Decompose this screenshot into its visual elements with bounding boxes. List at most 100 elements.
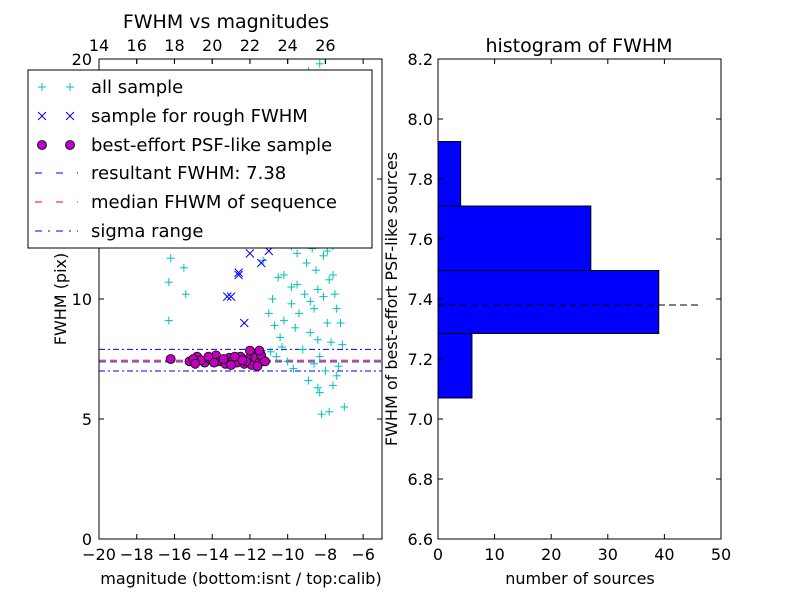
- data-point: [330, 290, 339, 299]
- data-point: [332, 304, 341, 313]
- data-point: [179, 263, 188, 272]
- x-b: [222, 292, 232, 301]
- data-point: [165, 354, 176, 364]
- y-tick-label: 0: [82, 530, 92, 549]
- x-b: [234, 270, 243, 280]
- top-tick-label: 26: [315, 36, 335, 55]
- data-point: [164, 316, 173, 325]
- data-point: [226, 292, 236, 301]
- y-tick-label: 7.4: [408, 290, 433, 309]
- x-b: [245, 249, 255, 258]
- data-point: [181, 290, 190, 299]
- data-point: [245, 249, 255, 258]
- legend-entry-rough-sample: sample for rough FWHM: [37, 106, 308, 127]
- histogram-xlabel: number of sources: [505, 569, 655, 588]
- data-point: [323, 319, 332, 327]
- x-tick-label: −14: [195, 545, 229, 564]
- y-tick-label: 20: [72, 50, 92, 69]
- legend-label: sample for rough FWHM: [91, 106, 308, 127]
- data-point: [317, 410, 326, 419]
- y-tick-label: 7.8: [408, 170, 433, 189]
- histogram-bars: [437, 141, 660, 399]
- x-tick-label: −18: [120, 545, 154, 564]
- data-point: [293, 249, 302, 258]
- top-tick-label: 24: [277, 36, 297, 55]
- data-point: [300, 290, 309, 299]
- data-point: [328, 271, 337, 279]
- legend-label: sigma range: [91, 221, 203, 242]
- data-point: [234, 268, 243, 277]
- histogram-bar: [437, 205, 592, 271]
- data-point: [237, 355, 248, 366]
- data-point: [278, 343, 287, 351]
- scatter-chart: FWHM vs magnitudes 14 16 18 20 22 24 26 −20 −18…: [27, 11, 383, 588]
- series-psf-sample: [165, 345, 270, 372]
- legend-plus-a: [38, 83, 46, 91]
- data-point: [283, 357, 292, 366]
- data-point: [302, 259, 311, 267]
- histogram-axes-frame: [437, 58, 722, 540]
- histogram-bar: [437, 333, 473, 399]
- data-point: [310, 304, 319, 313]
- legend-label: median FHWM of sequence: [91, 192, 337, 213]
- x-tick-label: −12: [233, 545, 267, 564]
- legend-entry-resultant: resultant FWHM: 7.38: [35, 163, 286, 184]
- legend-label: resultant FWHM: 7.38: [91, 163, 286, 184]
- data-point: [315, 352, 324, 361]
- y-tick-label: 7.6: [408, 230, 433, 249]
- legend-entry-sigma: sigma range: [35, 221, 203, 242]
- scatter-axes-frame: [98, 58, 383, 540]
- data-point: [336, 319, 345, 327]
- x-tick-label: −20: [82, 545, 116, 564]
- data-point: [287, 283, 296, 291]
- data-point: [304, 376, 313, 385]
- top-tick-label: 20: [202, 36, 222, 55]
- legend: all sample sample for rough FWHM best-ef…: [27, 69, 373, 249]
- data-point: [306, 328, 315, 337]
- histogram-title: histogram of FWHM: [485, 35, 672, 57]
- data-point: [332, 371, 341, 380]
- histogram-ylabel: FWHM of best-effort PSF-like sources: [382, 152, 401, 446]
- data-point: [313, 335, 322, 344]
- left-x-tick-labels: −20 −18 −16 −14 −12 −10 −8 −6: [82, 545, 375, 564]
- data-point: [315, 59, 324, 68]
- histogram-bar: [437, 270, 660, 334]
- data-point: [313, 383, 322, 392]
- data-point: [218, 354, 229, 364]
- x-b: [234, 268, 243, 277]
- scatter-xlabel: magnitude (bottom:isnt / top:calib): [100, 569, 381, 588]
- data-point: [279, 271, 288, 279]
- top-tick-label: 16: [127, 36, 147, 55]
- y-tick-label: 6.6: [408, 530, 433, 549]
- x-b: [239, 318, 249, 328]
- data-point: [254, 345, 265, 356]
- legend-entry-median: median FHWM of sequence: [35, 192, 337, 213]
- data-point: [276, 333, 285, 342]
- data-point: [325, 275, 334, 284]
- data-point: [327, 338, 336, 347]
- scatter-title: FWHM vs magnitudes: [123, 11, 329, 33]
- data-point: [260, 356, 270, 367]
- legend-label: all sample: [91, 77, 183, 98]
- data-point: [279, 316, 288, 325]
- legend-entry-all-sample: all sample: [38, 77, 183, 98]
- data-point: [340, 403, 349, 411]
- x-tick-label: −16: [158, 545, 192, 564]
- data-point: [256, 258, 266, 268]
- reference-lines: [99, 348, 382, 372]
- right-y-tick-labels: 6.6 6.8 7.0 7.2 7.4 7.6 7.8 8.0 8.2: [408, 50, 433, 549]
- data-point: [226, 360, 236, 370]
- legend-dot-a: [37, 140, 47, 150]
- legend-x-a: [37, 111, 47, 121]
- data-point: [334, 362, 343, 371]
- data-point: [289, 364, 298, 373]
- legend-label: best-effort PSF-like sample: [91, 135, 332, 156]
- top-axis-tick-labels: 14 16 18 20 22 24 26: [89, 36, 336, 55]
- x-tick-label: −8: [314, 545, 338, 564]
- data-point: [319, 292, 328, 301]
- data-point: [209, 357, 219, 368]
- x-b: [65, 111, 75, 121]
- legend-marker-plus: [38, 83, 74, 91]
- y-tick-label: 8.2: [408, 50, 433, 69]
